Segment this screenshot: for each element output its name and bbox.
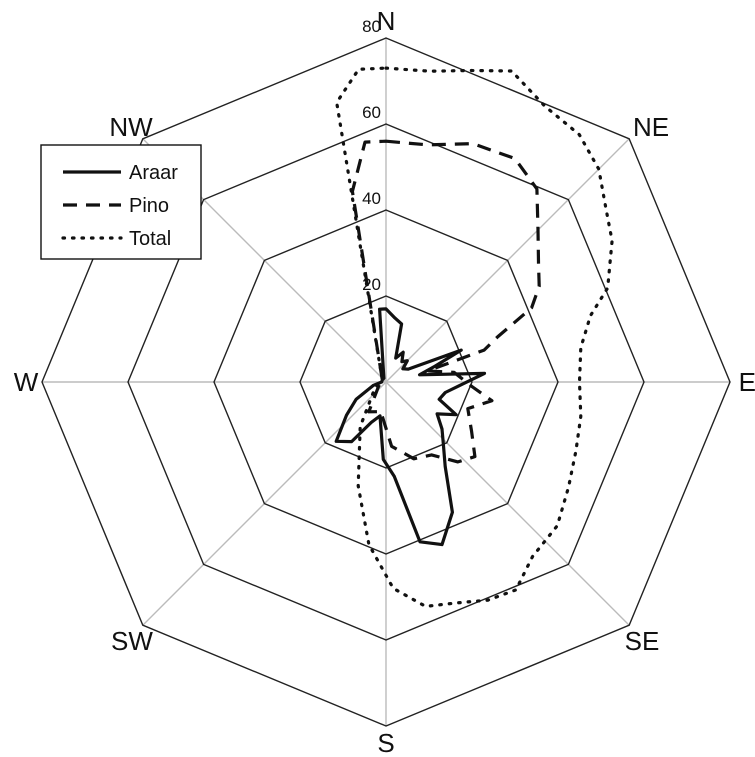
direction-label-nw: NW [109, 112, 153, 142]
radial-tick-label-40: 40 [362, 189, 381, 208]
grid-octagon-20 [299, 295, 473, 469]
direction-label-n: N [377, 6, 396, 36]
legend-label-pino: Pino [129, 195, 169, 217]
legend-label-araar: Araar [129, 162, 178, 184]
radial-tick-label-80: 80 [362, 17, 381, 36]
legend-box [40, 144, 202, 260]
grid-octagon-40 [213, 209, 559, 555]
direction-label-sw: SW [111, 626, 153, 656]
direction-label-ne: NE [633, 112, 669, 142]
direction-label-s: S [377, 728, 394, 757]
series-line-total [335, 66, 614, 608]
series-line-pino [350, 139, 541, 464]
grid-octagon-60 [127, 123, 645, 641]
direction-label-w: W [14, 367, 39, 397]
direction-label-se: SE [625, 626, 660, 656]
radial-tick-label-60: 60 [362, 103, 381, 122]
direction-label-e: E [739, 367, 755, 397]
legend-label-total: Total [129, 228, 171, 250]
series-line-araar [334, 307, 487, 547]
